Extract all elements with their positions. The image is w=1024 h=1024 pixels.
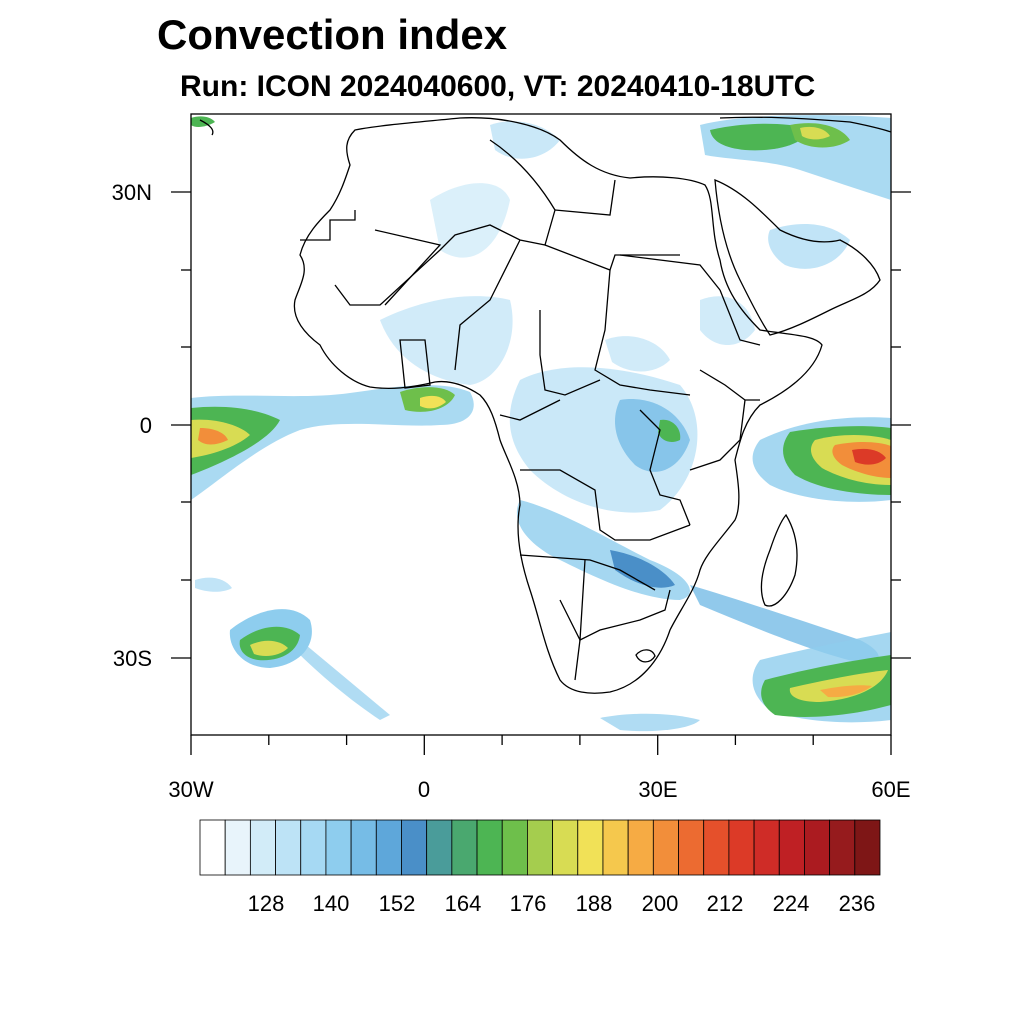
colorbar-swatch bbox=[728, 819, 755, 876]
lon-label-30e: 30E bbox=[638, 777, 677, 802]
colorbar-swatch bbox=[451, 819, 478, 876]
colorbar-swatch bbox=[426, 819, 453, 876]
colorbar-swatch bbox=[325, 819, 352, 876]
colorbar-swatch bbox=[627, 819, 654, 876]
colorbar-label: 236 bbox=[839, 891, 876, 916]
colorbar-swatch bbox=[275, 819, 302, 876]
colorbar-label: 140 bbox=[313, 891, 350, 916]
lat-label-30n: 30N bbox=[112, 180, 152, 205]
colorbar-label: 152 bbox=[379, 891, 416, 916]
colorbar-label: 128 bbox=[248, 891, 285, 916]
chart-subtitle: Run: ICON 2024040600, VT: 20240410-18UTC bbox=[180, 70, 816, 103]
colorbar-swatch bbox=[577, 819, 604, 876]
colorbar-swatch bbox=[199, 819, 226, 876]
lon-label-30w: 30W bbox=[168, 777, 213, 802]
colorbar-labels: 128 140 152 164 176 188 200 212 224 236 bbox=[248, 891, 876, 916]
colorbar-swatch bbox=[501, 819, 528, 876]
colorbar-swatch bbox=[778, 819, 805, 876]
colorbar-swatch bbox=[602, 819, 629, 876]
colorbar-swatch bbox=[527, 819, 553, 876]
colorbar-swatch bbox=[854, 819, 881, 876]
colorbar-swatch bbox=[703, 819, 730, 876]
colorbar-swatch bbox=[401, 819, 428, 876]
lat-label-0: 0 bbox=[140, 413, 152, 438]
lon-label-0: 0 bbox=[418, 777, 430, 802]
colorbar-label: 224 bbox=[773, 891, 810, 916]
colorbar-swatch bbox=[375, 819, 402, 876]
coastlines bbox=[199, 116, 891, 694]
colorbar-swatch bbox=[552, 819, 579, 876]
lat-label-30s: 30S bbox=[113, 646, 152, 671]
map-ticks bbox=[171, 191, 911, 755]
chart-title: Convection index bbox=[157, 11, 508, 58]
colorbar bbox=[199, 819, 881, 876]
colorbar-swatch bbox=[300, 819, 327, 876]
colorbar-swatch bbox=[804, 819, 831, 876]
colorbar-swatch bbox=[476, 819, 503, 876]
colorbar-swatch bbox=[224, 819, 251, 876]
colorbar-label: 188 bbox=[576, 891, 613, 916]
colorbar-swatch bbox=[829, 819, 856, 876]
colorbar-label: 200 bbox=[642, 891, 679, 916]
colorbar-swatch bbox=[249, 819, 276, 876]
colorbar-label: 164 bbox=[445, 891, 482, 916]
lon-label-60e: 60E bbox=[871, 777, 910, 802]
convection-field bbox=[191, 115, 891, 732]
colorbar-label: 176 bbox=[510, 891, 547, 916]
colorbar-swatch bbox=[652, 819, 679, 876]
colorbar-swatch bbox=[678, 819, 705, 876]
colorbar-swatch bbox=[753, 819, 780, 876]
colorbar-label: 212 bbox=[707, 891, 744, 916]
colorbar-swatch bbox=[350, 819, 377, 876]
